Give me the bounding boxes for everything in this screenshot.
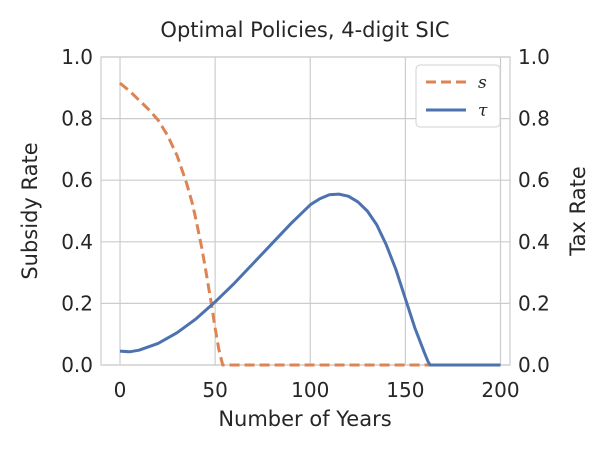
series-layer <box>119 82 501 367</box>
legend-label: s <box>478 73 487 93</box>
left-y-tick-label: 0.0 <box>61 353 93 377</box>
x-tick-label: 150 <box>386 378 424 402</box>
left-y-tick-label: 0.6 <box>61 168 93 192</box>
left-y-tick-label: 0.8 <box>61 107 93 131</box>
right-y-axis-label: Tax Rate <box>566 166 590 256</box>
x-tick-label: 0 <box>114 378 127 402</box>
chart-title: Optimal Policies, 4-digit SIC <box>160 18 449 42</box>
right-y-tick-label: 0.4 <box>518 230 550 254</box>
left-y-tick-label: 0.4 <box>61 230 93 254</box>
left-y-axis-label: Subsidy Rate <box>18 142 42 279</box>
x-tick-label: 200 <box>481 378 519 402</box>
x-tick-label: 100 <box>291 378 329 402</box>
right-y-tick-label: 0.6 <box>518 168 550 192</box>
legend-label: τ <box>478 101 488 121</box>
right-y-tick-label: 0.8 <box>518 107 550 131</box>
legend: sτ <box>415 64 501 128</box>
left-y-tick-label: 0.2 <box>61 291 93 315</box>
series-line-tau <box>119 192 501 367</box>
right-y-tick-label: 0.0 <box>518 353 550 377</box>
series-line-s <box>119 82 501 367</box>
right-y-tick-label: 0.2 <box>518 291 550 315</box>
x-tick-label: 50 <box>202 378 227 402</box>
right-y-tick-label: 1.0 <box>518 45 550 69</box>
x-axis-label: Number of Years <box>218 407 391 431</box>
left-y-tick-label: 1.0 <box>61 45 93 69</box>
